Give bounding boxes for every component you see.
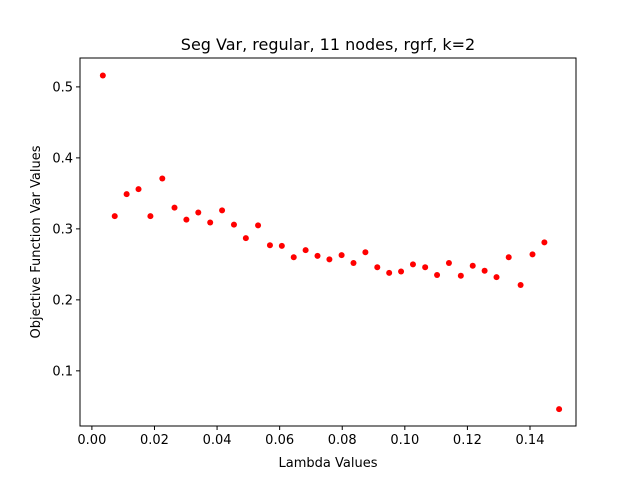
y-tick-label: 0.5: [52, 80, 73, 95]
y-axis: 0.1 0.2 0.3 0.4 0.5: [52, 80, 80, 379]
data-points: [99, 72, 563, 413]
data-point: [469, 262, 476, 269]
y-tick-label: 0.4: [52, 151, 73, 166]
data-point: [541, 239, 548, 246]
data-point: [123, 191, 130, 198]
data-point: [350, 259, 357, 266]
y-tick-label: 0.2: [52, 293, 73, 308]
data-point: [374, 264, 381, 271]
x-axis: 0.00 0.02 0.04 0.06 0.08 0.10 0.12 0.14: [77, 426, 544, 448]
data-point: [230, 221, 237, 228]
data-point: [517, 281, 524, 288]
data-point: [255, 222, 262, 229]
data-point: [386, 269, 393, 276]
x-tick-label: 0.14: [516, 433, 545, 448]
data-point: [398, 268, 405, 275]
x-tick-label: 0.02: [140, 433, 169, 448]
chart-title: Seg Var, regular, 11 nodes, rgrf, k=2: [181, 35, 475, 54]
data-point: [290, 254, 297, 261]
data-point: [457, 272, 464, 279]
data-point: [195, 209, 202, 216]
y-tick-label: 0.3: [52, 222, 73, 237]
data-point: [135, 186, 142, 193]
data-point: [219, 207, 226, 214]
data-point: [529, 251, 536, 258]
plot-area: [79, 57, 577, 427]
data-point: [207, 219, 214, 226]
data-point: [422, 264, 429, 271]
data-point: [362, 249, 369, 256]
x-tick-label: 0.10: [390, 433, 419, 448]
data-point: [556, 406, 563, 413]
x-tick-label: 0.06: [265, 433, 294, 448]
data-point: [314, 252, 321, 259]
x-tick-label: 0.04: [203, 433, 232, 448]
data-point: [147, 213, 154, 220]
x-tick-label: 0.00: [77, 433, 106, 448]
data-point: [99, 72, 106, 79]
data-point: [338, 252, 345, 259]
y-axis-label: Objective Function Var Values: [29, 145, 44, 338]
x-tick-label: 0.08: [328, 433, 357, 448]
x-tick-label: 0.12: [453, 433, 482, 448]
data-point: [481, 267, 488, 274]
data-point: [409, 261, 416, 268]
data-point: [445, 259, 452, 266]
data-point: [278, 242, 285, 249]
data-point: [111, 213, 118, 220]
data-point: [434, 272, 441, 279]
data-point: [493, 274, 500, 281]
data-point: [266, 242, 273, 249]
data-point: [183, 216, 190, 223]
data-point: [505, 254, 512, 261]
data-point: [242, 235, 249, 242]
data-point: [171, 204, 178, 211]
data-point: [159, 175, 166, 182]
axes-frame: [79, 57, 577, 427]
x-axis-label: Lambda Values: [279, 456, 378, 471]
data-point: [302, 247, 309, 254]
y-tick-label: 0.1: [52, 364, 73, 379]
data-point: [326, 256, 333, 263]
